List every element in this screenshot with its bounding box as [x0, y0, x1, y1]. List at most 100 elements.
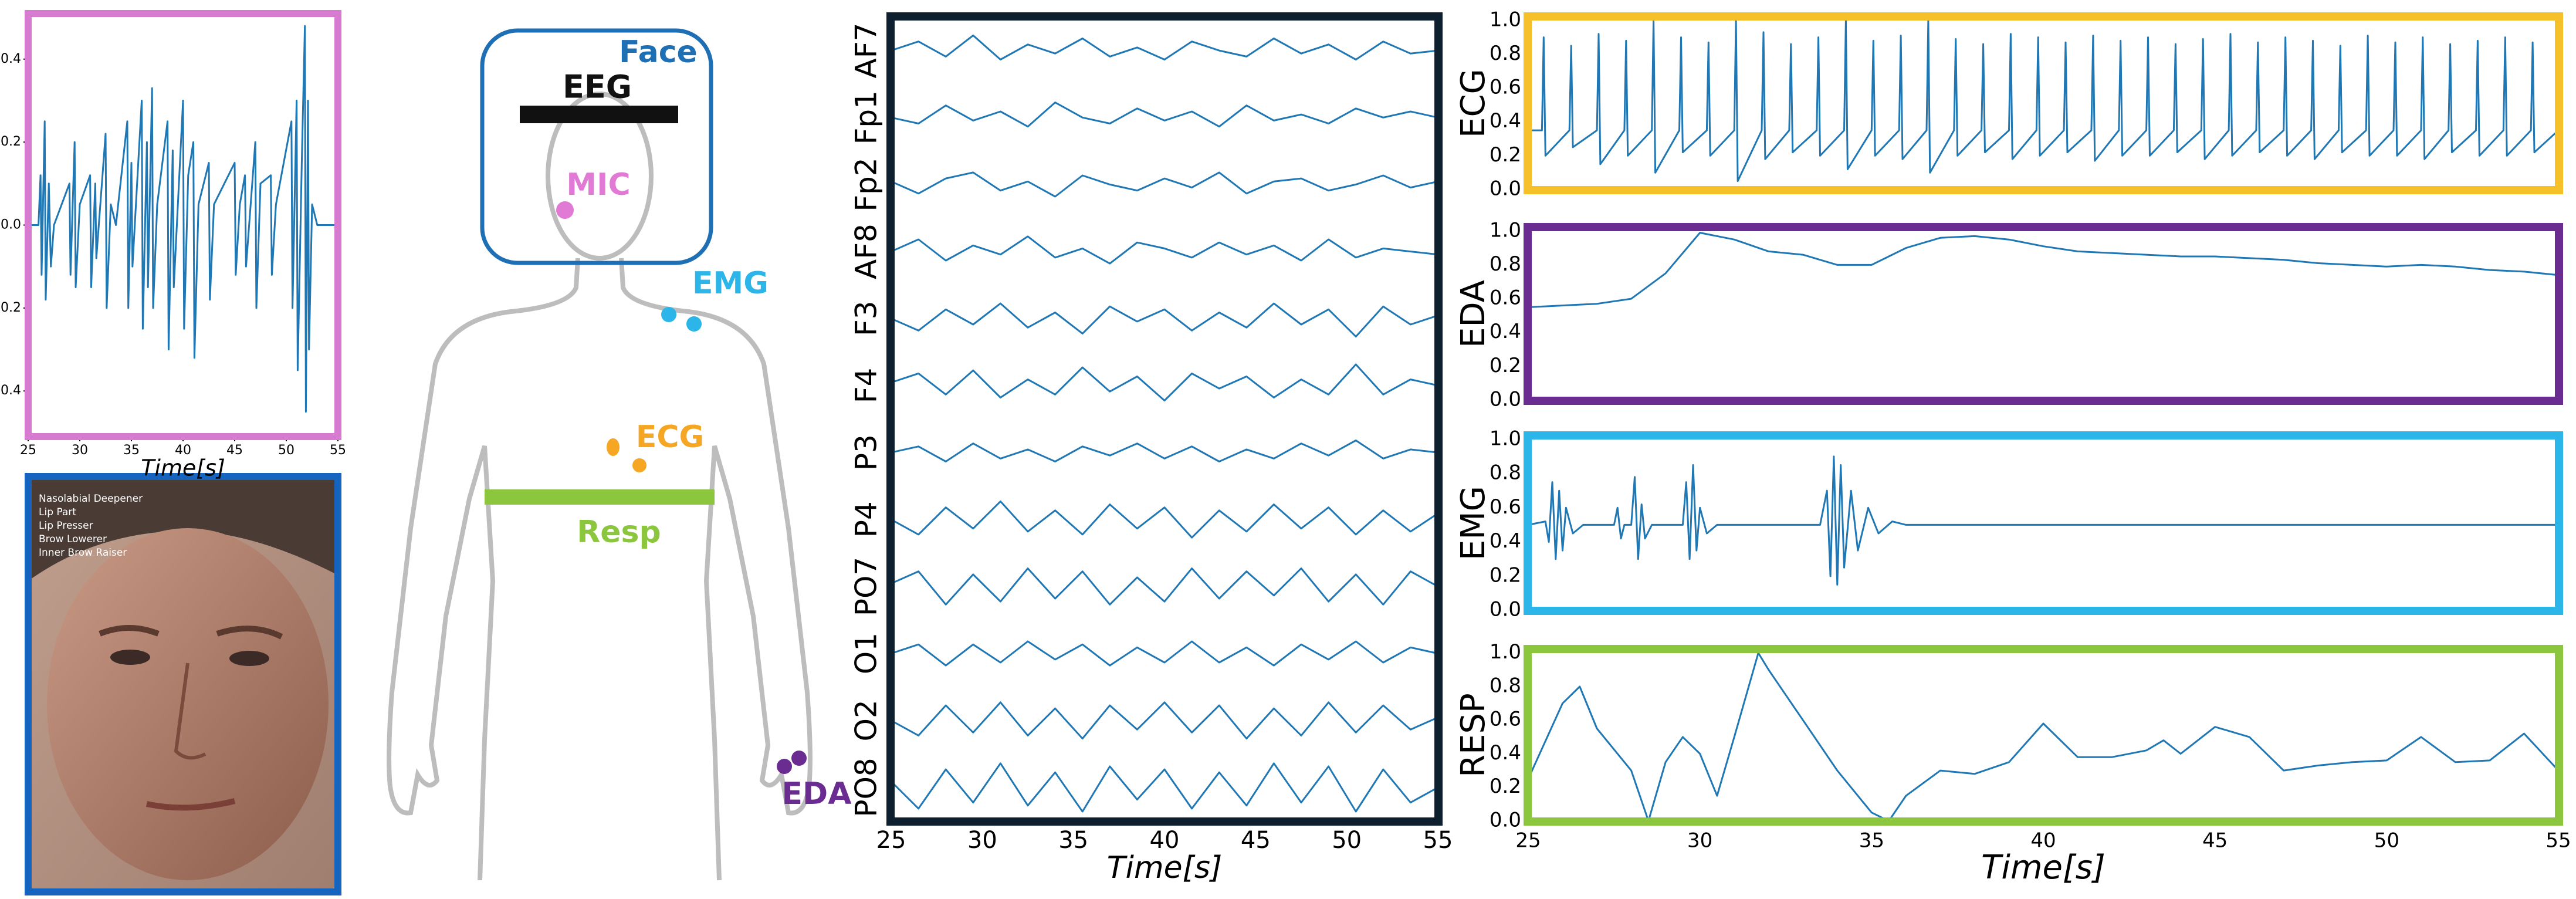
y-tick-label: 0.0 — [1490, 388, 1521, 411]
eye — [110, 650, 150, 665]
signal-line — [28, 25, 338, 413]
face-photo — [25, 473, 341, 895]
ecg-dot — [632, 458, 646, 472]
y-tick-label: 0.0 — [1, 218, 21, 232]
x-tick-label: 55 — [2545, 829, 2571, 853]
action-unit-label: Brow Lowerer — [39, 533, 107, 545]
eeg-line — [891, 171, 1438, 198]
signal-line — [1528, 19, 2560, 182]
x-tick-label: 50 — [1332, 827, 1362, 854]
resp-band — [485, 489, 715, 505]
channel-label: P3 — [849, 434, 884, 471]
x-tick-label: 50 — [2374, 829, 2399, 853]
channel-label: O1 — [849, 633, 884, 674]
x-tick-label: 35 — [1859, 829, 1884, 853]
x-tick-label: 40 — [2030, 829, 2056, 853]
channel-label: AF7 — [849, 23, 884, 79]
y-tick-label: 0.4 — [1, 52, 21, 66]
y-tick-label: 1.0 — [1490, 8, 1521, 31]
action-unit-label: Lip Part — [39, 506, 76, 518]
head-outline — [546, 92, 654, 261]
eeg-line — [890, 762, 1438, 813]
channel-label: F3 — [849, 300, 884, 336]
eye — [229, 651, 269, 666]
eda-dot — [777, 759, 792, 774]
eeg-line — [891, 500, 1438, 539]
y-tick-label: 0.2 — [1490, 563, 1521, 587]
x-tick-label: 50 — [278, 443, 295, 458]
y-tick-label: 0.6 — [1490, 76, 1521, 99]
photo-frame — [25, 473, 341, 895]
y-tick-label: 0.4 — [1490, 320, 1521, 343]
x-tick-label: 45 — [2202, 829, 2228, 853]
y-tick-label: 0.4 — [1490, 529, 1521, 553]
y-tick-label: 1.0 — [1490, 640, 1521, 664]
y-tick-label: 0.2 — [1490, 354, 1521, 377]
x-tick-label: 30 — [967, 827, 997, 854]
eeg-label: EEG — [563, 69, 632, 106]
ecg-label: ECG — [636, 420, 704, 455]
y-tick-label: 0.8 — [1490, 42, 1521, 65]
ecg-dot — [607, 438, 620, 456]
face — [47, 528, 329, 880]
y-tick-label: 0.8 — [1490, 252, 1521, 276]
body-diagram: Face EEG MIC EMG ECG Resp EDA — [389, 28, 852, 880]
y-tick-label: -0.4 — [0, 383, 21, 398]
eeg-line — [891, 363, 1438, 402]
x-tick-label: 30 — [1687, 829, 1712, 853]
axes-frame — [886, 12, 1443, 826]
eeg-line — [891, 34, 1438, 60]
face-box — [480, 28, 713, 265]
emg-dot — [661, 307, 676, 322]
resp-label: Resp — [577, 515, 661, 550]
x-axis-label: Time[s] — [1107, 850, 1223, 886]
mic-label: MIC — [566, 167, 630, 202]
x-tick-label: 25 — [20, 443, 36, 458]
channel-label: O2 — [849, 699, 884, 741]
signal-line — [1528, 232, 2559, 308]
eeg-line — [891, 701, 1438, 740]
y-tick-label: 0.0 — [1490, 598, 1521, 621]
axes-frame — [1524, 12, 2563, 194]
eeg-line — [891, 302, 1438, 338]
eeg-band — [520, 106, 678, 123]
y-tick-label: 0.2 — [1490, 775, 1521, 798]
mic-dot — [556, 201, 574, 219]
y-axis-label: EDA — [1454, 280, 1492, 348]
x-tick-label: 45 — [1241, 827, 1271, 854]
action-unit-label: Inner Brow Raiser — [39, 547, 127, 559]
channel-label: F4 — [849, 368, 884, 404]
action-unit-label: Nasolabial Deepener — [39, 493, 143, 505]
y-tick-label: 0.6 — [1490, 708, 1521, 731]
emg-label: EMG — [692, 266, 769, 301]
x-tick-label: 55 — [330, 443, 346, 458]
y-axis-label: ECG — [1454, 69, 1492, 138]
channel-label: AF8 — [849, 224, 884, 279]
y-tick-label: 0.6 — [1490, 286, 1521, 310]
y-axis-label: RESP — [1454, 693, 1492, 778]
brow — [216, 626, 283, 640]
x-axis-label: Time[s] — [1981, 849, 2106, 887]
x-tick-label: 35 — [1058, 827, 1088, 854]
channel-label: Fp1 — [849, 90, 884, 144]
y-tick-label: 0.2 — [1, 134, 21, 149]
eeg-line — [891, 640, 1438, 667]
eda-dot — [791, 751, 807, 766]
eeg-line — [891, 567, 1438, 606]
action-unit-label: Lip Presser — [39, 520, 93, 532]
eeg-line — [891, 235, 1438, 265]
axes-frame — [1524, 223, 2563, 405]
y-tick-label: 0.4 — [1490, 741, 1521, 765]
x-tick-label: 40 — [175, 443, 191, 458]
eda-label: EDA — [782, 776, 852, 812]
emg-dot — [686, 316, 702, 332]
y-tick-label: 1.0 — [1490, 427, 1521, 450]
y-tick-label: -0.2 — [0, 300, 21, 315]
x-tick-label: 25 — [1515, 829, 1541, 853]
signal-line — [1527, 652, 2560, 822]
y-tick-label: 0.0 — [1490, 809, 1521, 832]
axes-frame — [1524, 431, 2563, 615]
y-tick-label: 0.2 — [1490, 143, 1521, 167]
x-axis-label: Time[s] — [141, 455, 225, 481]
